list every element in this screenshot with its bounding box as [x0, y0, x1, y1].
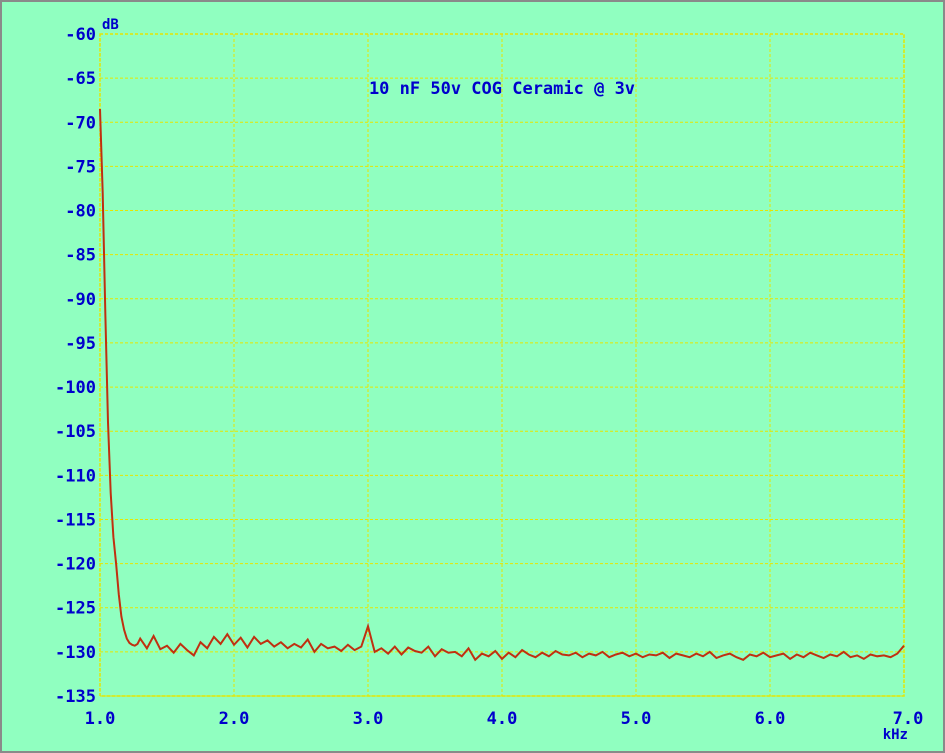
- y-tick-label: -130: [55, 643, 96, 663]
- x-tick-label: 2.0: [219, 709, 250, 729]
- y-tick-label: -125: [55, 599, 96, 619]
- y-tick-label: -120: [55, 555, 96, 575]
- x-tick-label: 5.0: [621, 709, 652, 729]
- plot-area: [99, 33, 905, 697]
- x-axis-unit-label: kHz: [883, 727, 908, 743]
- y-tick-label: -115: [55, 510, 96, 530]
- y-tick-label: -60: [65, 25, 96, 45]
- x-tick-label: 6.0: [755, 709, 786, 729]
- grid: [99, 33, 905, 697]
- y-tick-label: -70: [65, 113, 96, 133]
- y-tick-label: -65: [65, 69, 96, 89]
- y-tick-label: -100: [55, 378, 96, 398]
- x-tick-label: 7.0: [893, 709, 924, 729]
- y-tick-label: -85: [65, 246, 96, 266]
- y-tick-label: -105: [55, 422, 96, 442]
- y-tick-label: -80: [65, 202, 96, 222]
- y-tick-label: -110: [55, 466, 96, 486]
- y-axis-unit-label: dB: [102, 17, 119, 33]
- y-tick-labels: -60 -65 -70 -75 -80 -85 -90 -95 -100 -105 -110 -115…: [55, 25, 96, 707]
- x-tick-label: 3.0: [353, 709, 384, 729]
- x-tick-labels: 1.0 2.0 3.0 4.0 5.0 6.0 7.0: [85, 709, 924, 729]
- y-tick-label: -75: [65, 157, 96, 177]
- x-tick-label: 4.0: [487, 709, 518, 729]
- series-line: [99, 108, 905, 662]
- y-tick-label: -135: [55, 687, 96, 707]
- chart-title: 10 nF 50v COG Ceramic @ 3v: [369, 79, 635, 99]
- x-tick-label: 1.0: [85, 709, 116, 729]
- y-tick-label: -90: [65, 290, 96, 310]
- y-tick-label: -95: [65, 334, 96, 354]
